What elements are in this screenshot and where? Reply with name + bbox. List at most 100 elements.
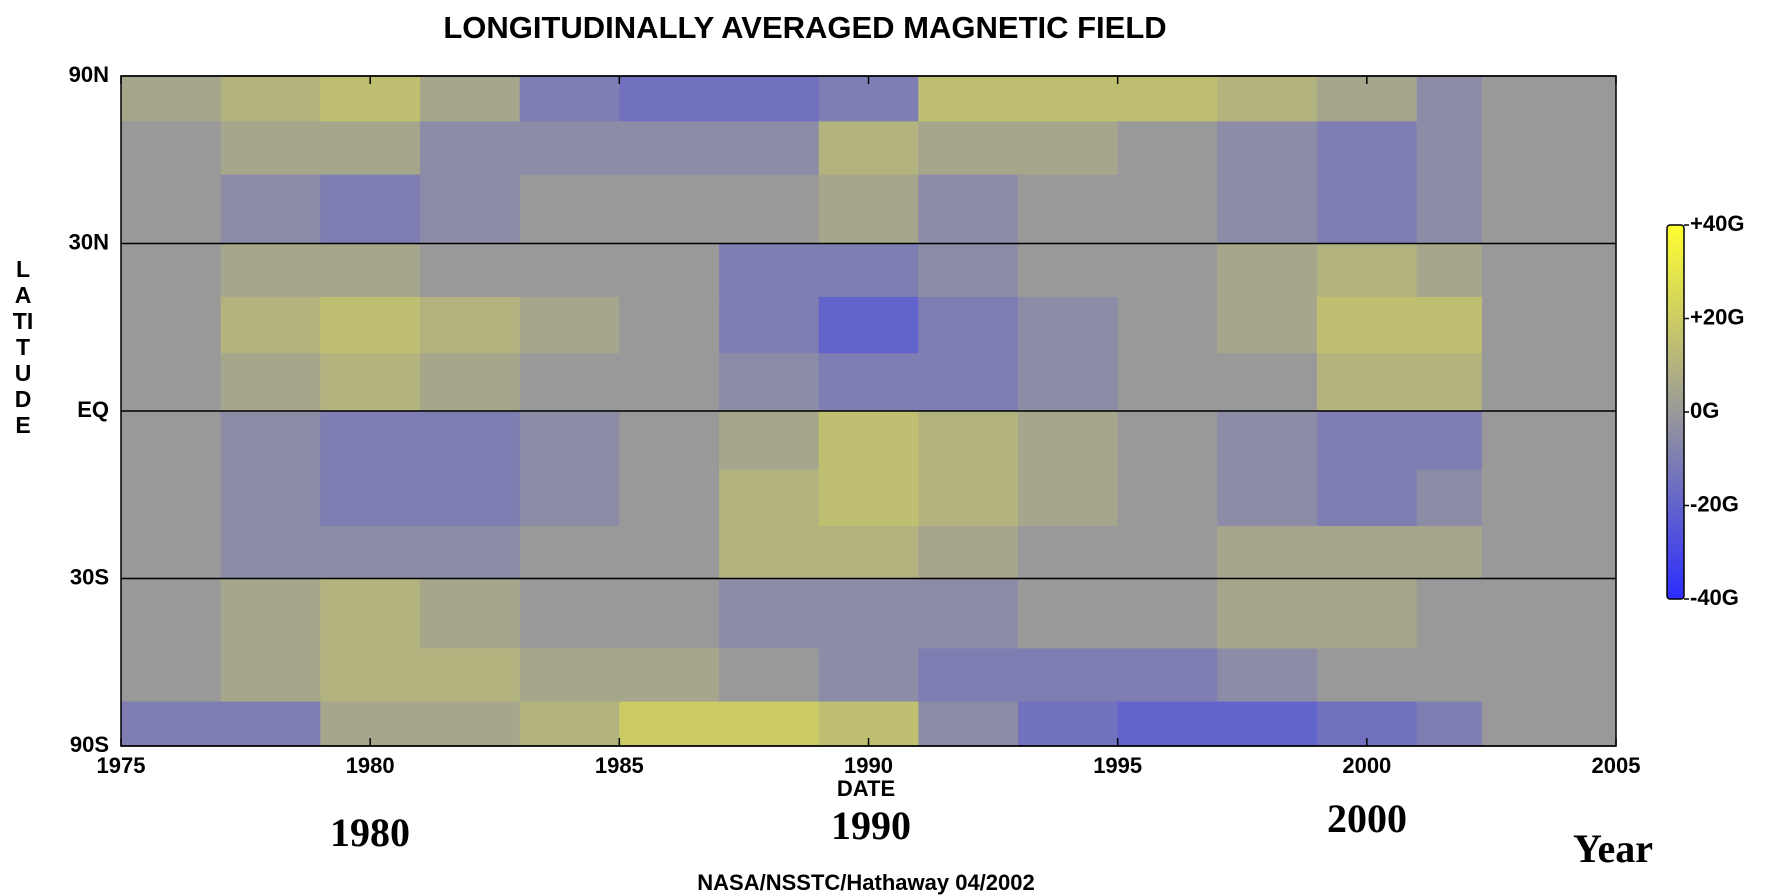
heatmap-cell (1018, 469, 1119, 527)
heatmap-cell (420, 578, 521, 649)
heatmap-cell (1416, 120, 1482, 175)
heatmap-cell (519, 352, 620, 412)
heatmap-cell (220, 120, 321, 175)
heatmap-cell (1117, 352, 1218, 412)
colorbar-tick-label: -40G (1690, 585, 1739, 610)
colorbar-tick-label: +40G (1690, 211, 1744, 236)
heatmap-cell (420, 76, 521, 122)
annotation: 1980 (330, 810, 410, 855)
heatmap-cell (420, 525, 521, 579)
heatmap-cell (220, 174, 321, 244)
heatmap-cell (220, 701, 321, 747)
heatmap-cell (1416, 296, 1482, 354)
heatmap-cell (619, 525, 720, 579)
heatmap-cell (1018, 411, 1119, 470)
heatmap-cell (1217, 701, 1318, 747)
heatmap-cell (719, 296, 820, 354)
heatmap-cell (619, 469, 720, 527)
heatmap-cell (1018, 296, 1119, 354)
y-tick-label: 90N (69, 62, 109, 87)
heatmap-cell (420, 647, 521, 702)
colorbar-tick-label: -20G (1690, 491, 1739, 516)
heatmap-cell (1416, 243, 1482, 297)
heatmap-cell (619, 120, 720, 175)
heatmap-cell (1416, 701, 1482, 747)
heatmap-cell (918, 120, 1019, 175)
heatmap-cell (1416, 352, 1482, 412)
heatmap-cell (1117, 243, 1218, 297)
heatmap-cell (220, 469, 321, 527)
heatmap-cell (719, 243, 820, 297)
heatmap-cell (918, 296, 1019, 354)
heatmap-cell (519, 701, 620, 747)
heatmap-cell (918, 647, 1019, 702)
colorbar-tick-label: 0G (1690, 398, 1719, 423)
y-tick-label: 90S (70, 732, 109, 757)
heatmap-cell (719, 174, 820, 244)
heatmap-cell (719, 647, 820, 702)
y-axis-label: LATITUDE (12, 256, 34, 438)
heatmap-cell (121, 243, 222, 297)
heatmap-cell (1018, 525, 1119, 579)
heatmap-cell (320, 525, 421, 579)
heatmap-cell (1317, 469, 1418, 527)
colorbar-tick-label: +20G (1690, 304, 1744, 329)
heatmap-cell (1317, 174, 1418, 244)
heatmap-cell (1416, 647, 1482, 702)
heatmap-cell (420, 174, 521, 244)
heatmap-cell (519, 647, 620, 702)
heatmap-cell (121, 120, 222, 175)
heatmap-cell (818, 647, 919, 702)
heatmap-cell (1018, 243, 1119, 297)
heatmap-cell (320, 469, 421, 527)
heatmap-cell (818, 352, 919, 412)
heatmap-cell (420, 352, 521, 412)
heatmap-cell (719, 411, 820, 470)
heatmap-cell (818, 469, 919, 527)
heatmap-cell (1117, 411, 1218, 470)
heatmap-cell (220, 296, 321, 354)
heatmap-cell (1217, 76, 1318, 122)
heatmap-cell (1117, 174, 1218, 244)
heatmap-cell (918, 701, 1019, 747)
heatmap-cell (121, 411, 222, 470)
heatmap-cell (1217, 243, 1318, 297)
heatmap-cell (719, 701, 820, 747)
heatmap-cell (1416, 174, 1482, 244)
heatmap-cell (1117, 701, 1218, 747)
heatmap-cell (1117, 525, 1218, 579)
y-tick-label: EQ (77, 397, 109, 422)
heatmap-cell (121, 701, 222, 747)
heatmap-cell (1117, 647, 1218, 702)
heatmap-cell (121, 525, 222, 579)
heatmap-cell (1317, 578, 1418, 649)
heatmap-cell (619, 243, 720, 297)
heatmap-cell (1018, 174, 1119, 244)
heatmap-cell (220, 578, 321, 649)
heatmap-cell (1317, 525, 1418, 579)
heatmap-cell (1416, 469, 1482, 527)
x-tick-label: 2000 (1342, 753, 1391, 778)
heatmap-cell (1018, 120, 1119, 175)
heatmap-cell (121, 469, 222, 527)
heatmap-cell (1117, 578, 1218, 649)
heatmap-cell (1217, 411, 1318, 470)
heatmap-cell (1018, 76, 1119, 122)
heatmap-cell (918, 352, 1019, 412)
heatmap-cell (1317, 120, 1418, 175)
heatmap-cell (220, 243, 321, 297)
y-tick-label: 30N (69, 229, 109, 254)
heatmap-cell (320, 296, 421, 354)
heatmap-cell (619, 647, 720, 702)
heatmap-cell (818, 243, 919, 297)
heatmap-cell (519, 411, 620, 470)
heatmap-cell (1317, 647, 1418, 702)
heatmap-cell (719, 120, 820, 175)
heatmap-cell (121, 578, 222, 649)
annotation: 2000 (1327, 796, 1407, 841)
heatmap-cell (1317, 352, 1418, 412)
heatmap-cell (320, 352, 421, 412)
heatmap-cell (719, 578, 820, 649)
heatmap-cell (121, 174, 222, 244)
chart-title: LONGITUDINALLY AVERAGED MAGNETIC FIELD (443, 10, 1166, 45)
